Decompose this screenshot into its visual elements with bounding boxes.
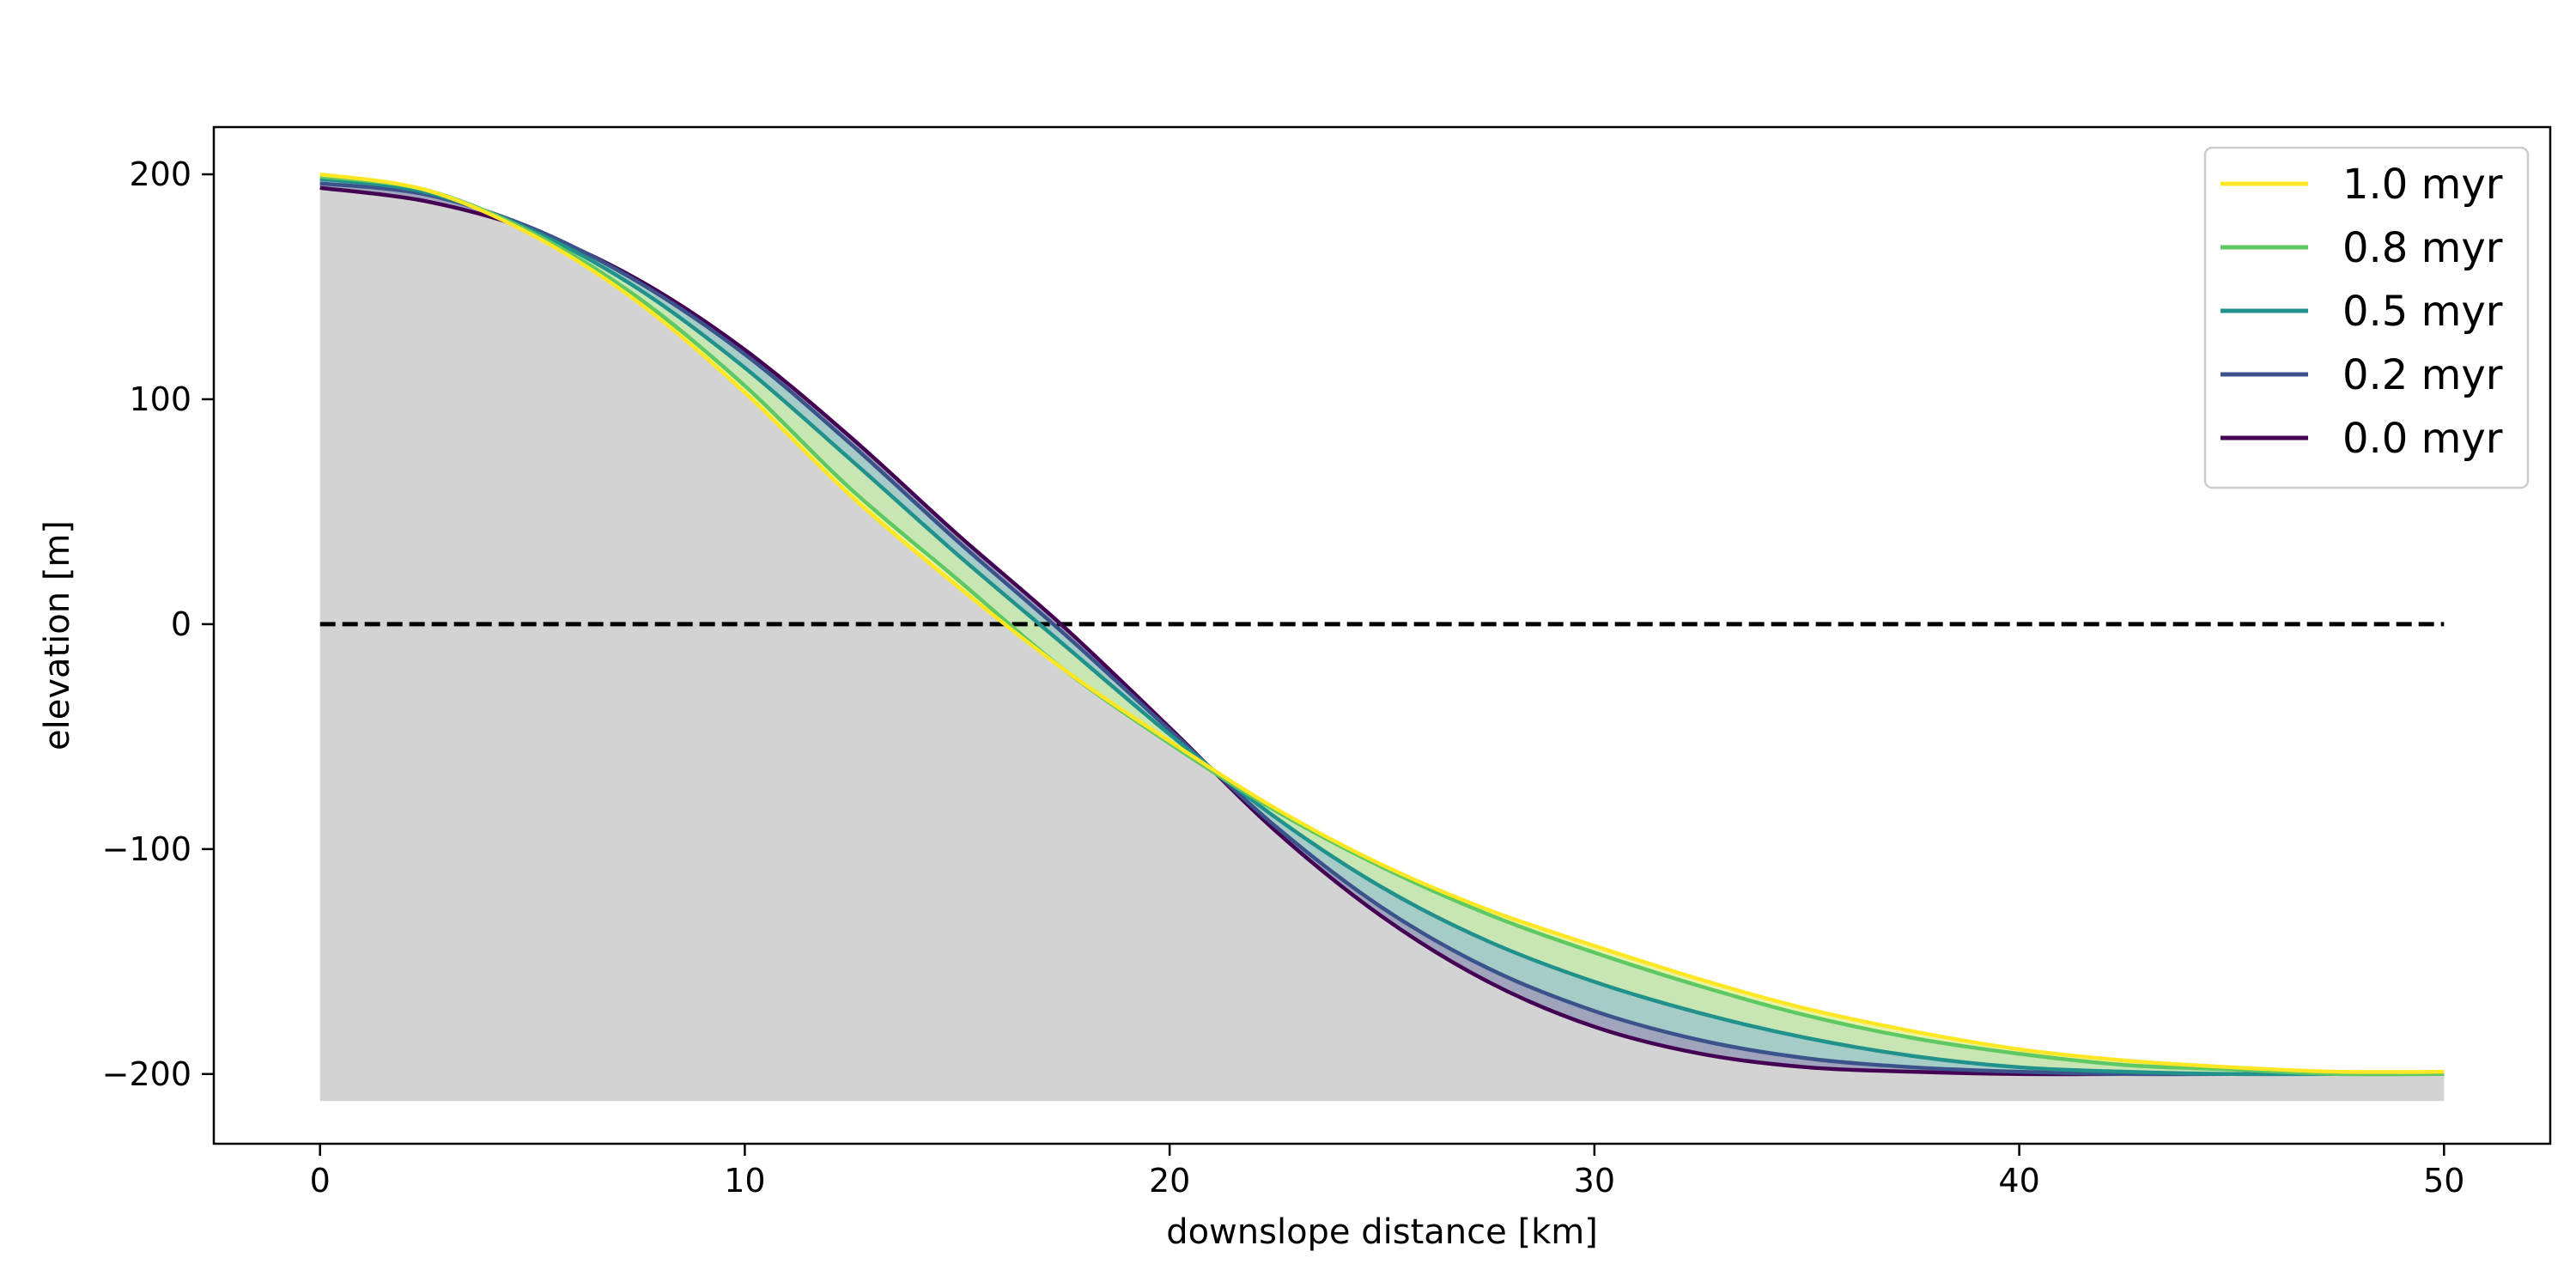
x-axis-label: downslope distance [km] [1166,1212,1598,1252]
plot-frame [212,125,2552,1145]
legend-label: 1.0 myr [2342,161,2503,209]
x-tick-label: 20 [1149,1162,1190,1200]
y-tick-label: −100 [102,830,191,868]
x-tick-label: 30 [1574,1162,1615,1200]
y-tick-label: 0 [171,605,191,643]
x-tick-label: 0 [310,1162,331,1200]
y-axis-label: elevation [m] [38,520,77,750]
series-line-0-5-myr [319,177,2445,1077]
legend-label: 0.5 myr [2342,288,2503,336]
legend-label: 0.2 myr [2342,351,2503,399]
legend-label: 0.8 myr [2342,224,2503,272]
series-line-1-0-myr [319,172,2445,1074]
deposit-fill-2 [319,179,2445,1074]
basement-fill [319,187,2445,1102]
series-layer [319,172,2445,1077]
legend: 1.0 myr 0.8 myr 0.5 myr 0.2 myr 0.0 myr [2203,146,2530,489]
fill-layer [319,174,2445,1102]
y-tick-label: 100 [129,380,191,418]
x-tick-label: 10 [724,1162,765,1200]
y-tick-label: 200 [129,155,191,193]
x-tick-label: 50 [2423,1162,2464,1200]
x-tick-label: 40 [1998,1162,2039,1200]
y-tick-label: −200 [102,1055,191,1093]
legend-box [2203,146,2530,489]
legend-label: 0.0 myr [2342,415,2503,463]
axes-layer: 0 10 20 30 40 50 −200 −100 0 100 200 downslope dist… [38,125,2552,1252]
series-line-0-2-myr [319,181,2445,1077]
